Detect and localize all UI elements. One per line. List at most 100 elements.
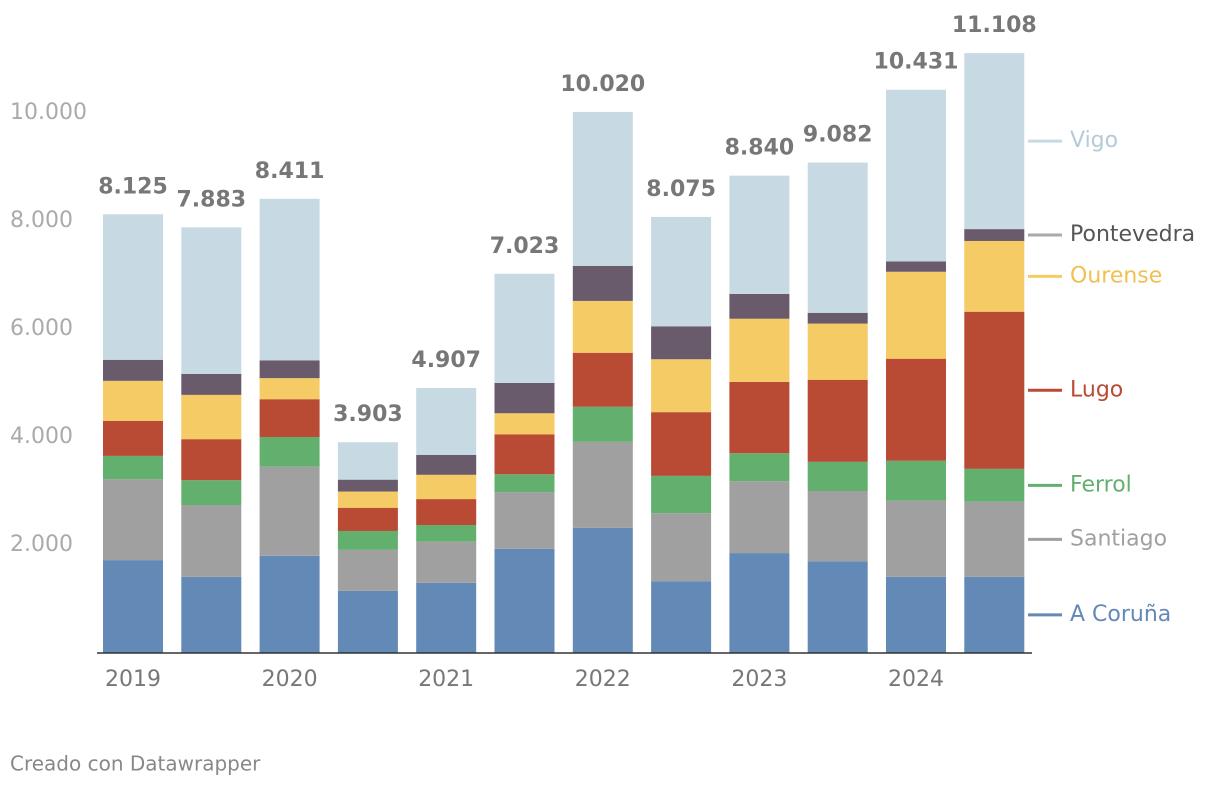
bar-segment <box>103 359 163 381</box>
bar-segment <box>964 229 1025 241</box>
bar-segment <box>729 553 790 653</box>
bar-segment <box>729 293 790 319</box>
bar-segment <box>259 198 320 361</box>
bar-segment <box>729 453 790 482</box>
bar-segment <box>886 358 946 461</box>
bar-segment <box>181 373 242 395</box>
bar-segment <box>416 541 477 583</box>
bar-segment <box>807 323 868 380</box>
bar-segment <box>494 434 555 475</box>
bar-segment <box>807 461 868 491</box>
bar-segment <box>572 111 633 266</box>
bar-segment <box>416 499 477 526</box>
legend-label: Pontevedra <box>1070 222 1195 247</box>
bar-segment <box>103 214 163 360</box>
total-label: 4.907 <box>411 348 481 373</box>
x-tick-label: 2022 <box>575 667 631 692</box>
bar-segment <box>416 474 477 500</box>
x-tick-label: 2024 <box>888 667 944 692</box>
bar-segment <box>572 265 633 301</box>
legend-label: A Coruña <box>1070 602 1171 627</box>
y-tick-label: 8.000 <box>10 208 73 233</box>
bar-segment <box>494 548 555 653</box>
total-label: 8.125 <box>98 174 168 199</box>
bar-segment <box>572 352 633 407</box>
y-tick-label: 6.000 <box>10 316 73 341</box>
bar-segment <box>181 227 242 374</box>
bar-segment <box>729 175 790 294</box>
total-label: 10.020 <box>560 72 645 97</box>
bar-segment <box>651 359 712 413</box>
total-label: 10.431 <box>874 50 959 75</box>
total-label: 9.082 <box>803 123 873 148</box>
bar-segment <box>964 501 1025 577</box>
bar-segment <box>651 513 712 582</box>
x-tick-label: 2020 <box>262 667 318 692</box>
bar-segment <box>337 549 398 591</box>
bar-segment <box>337 530 398 550</box>
y-tick-label: 4.000 <box>10 424 73 449</box>
bar-segment <box>964 53 1025 230</box>
bar-segment <box>416 388 477 455</box>
bar-segment <box>651 326 712 360</box>
bar-segment <box>572 441 633 528</box>
bar-segment <box>886 271 946 359</box>
total-label: 8.075 <box>646 177 716 202</box>
bar-segment <box>494 492 555 549</box>
bar-segment <box>259 360 320 379</box>
bar-segment <box>259 466 320 556</box>
legend-label: Lugo <box>1070 377 1123 402</box>
bar-segment <box>807 561 868 653</box>
bar-segment <box>259 555 320 653</box>
x-tick-label: 2023 <box>731 667 787 692</box>
bar-segment <box>886 261 946 272</box>
bar-segment <box>729 381 790 454</box>
bar-segment <box>494 383 555 414</box>
bar-segment <box>103 380 163 421</box>
bar-segment <box>337 507 398 531</box>
bar-segment <box>964 468 1025 502</box>
bar-segment <box>807 379 868 462</box>
legend-label: Santiago <box>1070 526 1167 551</box>
x-tick-label: 2019 <box>105 667 161 692</box>
bar-segment <box>416 525 477 542</box>
bar-segment <box>807 312 868 324</box>
bar-segment <box>886 460 946 501</box>
bar-segment <box>103 455 163 480</box>
bar-segment <box>572 527 633 653</box>
bar-segment <box>651 581 712 653</box>
bar-segment <box>416 454 477 475</box>
footer: Creado con Datawrapper <box>10 752 261 776</box>
total-label: 8.840 <box>725 136 795 161</box>
bar-segment <box>651 475 712 514</box>
total-label: 7.883 <box>177 187 247 212</box>
y-tick-label: 2.000 <box>10 532 73 557</box>
bar-segment <box>416 582 477 653</box>
bar-segment <box>886 89 946 262</box>
bar-segment <box>729 318 790 382</box>
bar-segment <box>259 378 320 400</box>
bar-segment <box>886 576 946 653</box>
bar-segment <box>337 491 398 508</box>
bar-segment <box>181 480 242 506</box>
bar-segment <box>259 399 320 437</box>
total-label: 7.023 <box>490 234 560 259</box>
bar-segment <box>964 311 1025 469</box>
legend-label: Ferrol <box>1070 472 1132 497</box>
bar-segment <box>337 442 398 480</box>
bar-segment <box>494 474 555 493</box>
bar-segment <box>103 479 163 561</box>
bar-segment <box>807 162 868 313</box>
bar-segment <box>337 479 398 492</box>
bar-segment <box>181 576 242 653</box>
bar-segment <box>181 394 242 440</box>
bar-segment <box>103 420 163 456</box>
legend-label: Vigo <box>1070 128 1118 153</box>
bar-segment <box>964 240 1025 312</box>
total-label: 3.903 <box>333 402 403 427</box>
bar-segment <box>964 576 1025 653</box>
bar-segment <box>572 300 633 353</box>
y-tick-label: 10.000 <box>10 100 87 125</box>
bar-segment <box>494 413 555 435</box>
